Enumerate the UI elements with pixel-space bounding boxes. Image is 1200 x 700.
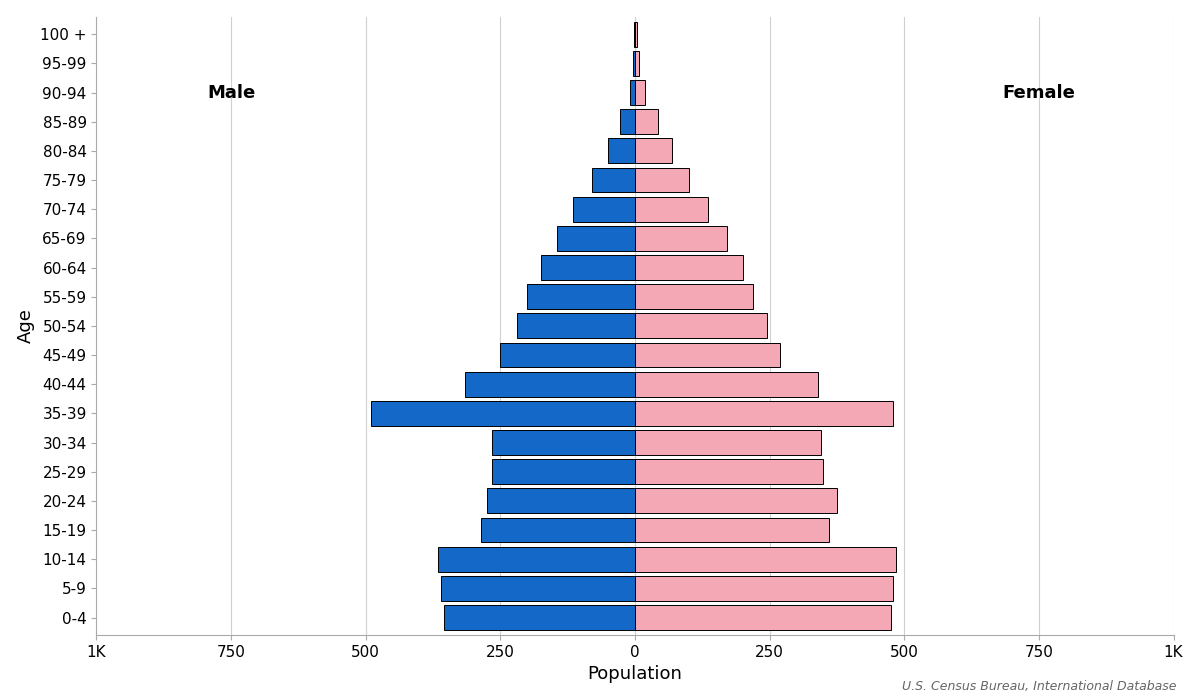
Bar (632, 51, 635, 76)
Bar (635, 517, 829, 542)
Bar (541, 255, 635, 280)
Bar (635, 459, 823, 484)
Bar (635, 255, 743, 280)
Bar (466, 372, 635, 397)
Bar (500, 342, 635, 368)
Bar (635, 284, 754, 309)
Bar (620, 109, 635, 134)
Bar (635, 489, 836, 513)
Bar (630, 80, 635, 105)
Bar (574, 197, 635, 222)
Bar (635, 547, 896, 572)
Bar (487, 489, 635, 513)
Bar (527, 284, 635, 309)
Y-axis label: Age: Age (17, 309, 35, 343)
Bar (635, 80, 644, 105)
Bar (635, 342, 780, 368)
Bar (438, 547, 635, 572)
Bar (635, 139, 672, 163)
Bar (635, 401, 894, 426)
Bar (516, 314, 635, 338)
Text: U.S. Census Bureau, International Database: U.S. Census Bureau, International Databa… (901, 680, 1176, 693)
Bar (592, 167, 635, 192)
Bar (635, 109, 658, 134)
Bar (608, 139, 635, 163)
Bar (635, 51, 640, 76)
Bar (635, 167, 689, 192)
Bar (371, 401, 635, 426)
Bar (635, 197, 708, 222)
Bar (635, 314, 767, 338)
Bar (481, 517, 635, 542)
Bar (635, 22, 636, 47)
Bar (635, 226, 726, 251)
Bar (635, 576, 894, 601)
Bar (442, 576, 635, 601)
Bar (635, 606, 890, 630)
X-axis label: Population: Population (588, 665, 683, 683)
Bar (492, 459, 635, 484)
Bar (444, 606, 635, 630)
Bar (492, 430, 635, 455)
Bar (635, 372, 818, 397)
Text: Male: Male (206, 83, 256, 102)
Bar (557, 226, 635, 251)
Text: Female: Female (1002, 83, 1075, 102)
Bar (635, 430, 821, 455)
